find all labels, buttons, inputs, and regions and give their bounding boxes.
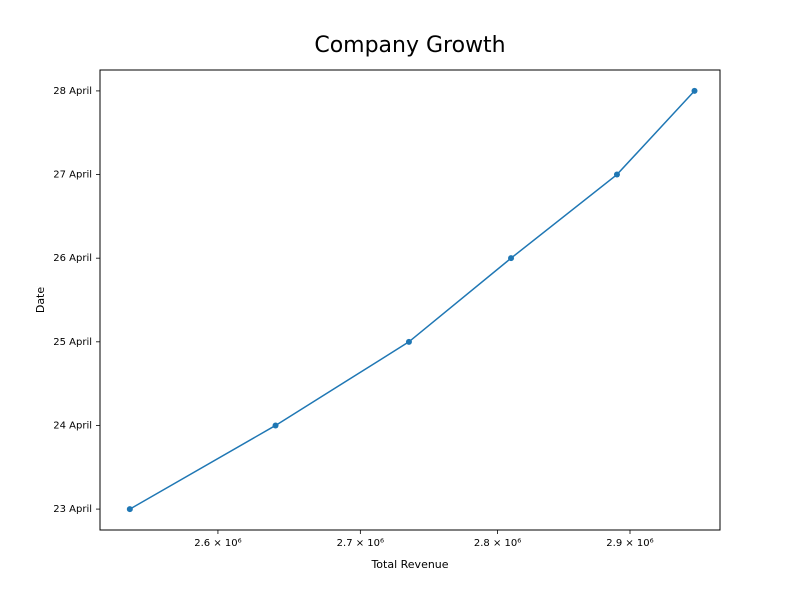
data-point-marker xyxy=(273,422,279,428)
chart-container: 2.6 × 10⁶ 2.7 × 10⁶ 2.8 × 10⁶ 2.9 × 10⁶ 23 … xyxy=(0,0,800,600)
x-tick-label: 2.8 × 10⁶ xyxy=(474,538,521,549)
data-point-marker xyxy=(508,255,514,261)
x-tick-label: 2.6 × 10⁶ xyxy=(194,538,241,549)
y-tick-label: 27 April xyxy=(53,170,92,181)
data-point-marker xyxy=(692,88,698,94)
y-tick-label: 23 April xyxy=(53,504,92,515)
y-axis-label: Date xyxy=(34,287,47,314)
data-point-marker xyxy=(406,339,412,345)
x-tick-label: 2.7 × 10⁶ xyxy=(337,538,384,549)
y-tick-label: 24 April xyxy=(53,420,92,431)
y-tick-label: 28 April xyxy=(53,86,92,97)
y-tick-label: 25 April xyxy=(53,337,92,348)
data-point-marker xyxy=(614,172,620,178)
x-axis-ticks: 2.6 × 10⁶ 2.7 × 10⁶ 2.8 × 10⁶ 2.9 × 10⁶ xyxy=(194,530,653,549)
data-point-marker xyxy=(127,506,133,512)
chart-svg: 2.6 × 10⁶ 2.7 × 10⁶ 2.8 × 10⁶ 2.9 × 10⁶ 23 … xyxy=(0,0,800,600)
chart-title: Company Growth xyxy=(314,33,505,58)
y-axis-ticks: 23 April 24 April 25 April 26 April 27 April… xyxy=(53,86,100,515)
x-tick-label: 2.9 × 10⁶ xyxy=(606,538,653,549)
y-tick-label: 26 April xyxy=(53,253,92,264)
plot-background xyxy=(100,70,720,530)
x-axis-label: Total Revenue xyxy=(370,558,448,571)
